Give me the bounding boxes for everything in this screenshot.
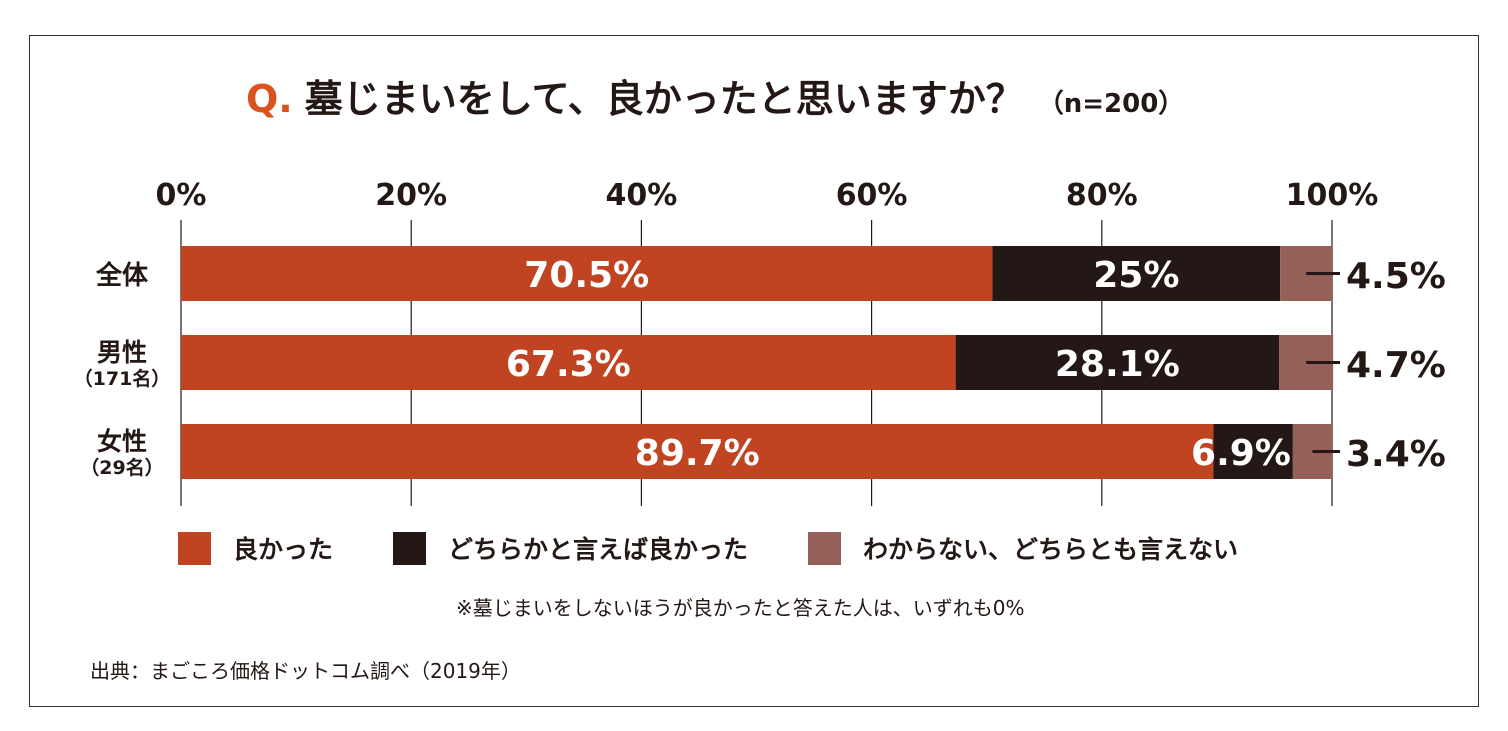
x-tick-label: 80% — [1066, 178, 1138, 213]
legend-swatch — [393, 531, 427, 565]
legend-item: どちらかと言えば良かった — [393, 530, 748, 566]
x-tick-label: 100% — [1286, 178, 1379, 213]
category-label: 男性 — [97, 338, 147, 367]
legend-label: どちらかと言えば良かった — [448, 535, 749, 564]
legend-swatch — [178, 531, 211, 565]
data-label: 3.4% — [1346, 434, 1446, 475]
data-label: 6.9% — [1191, 433, 1291, 474]
data-label: 67.3% — [506, 344, 631, 385]
bar-segment — [181, 335, 956, 390]
category-label: 女性 — [97, 427, 147, 456]
legend-item: 良かった — [178, 530, 333, 566]
data-label: 4.7% — [1346, 345, 1446, 386]
legend-label: わからない、どちらとも言えない — [863, 535, 1239, 564]
legend: 良かった どちらかと言えば良かった わからない、どちらとも言えない — [178, 530, 1298, 566]
x-tick-label: 40% — [605, 178, 677, 213]
data-label: 25% — [1093, 255, 1179, 296]
legend-swatch — [808, 531, 842, 565]
x-tick-label: 0% — [156, 178, 207, 213]
bar-segment — [955, 335, 1280, 390]
chart-title: Q. 墓じまいをして、良かったと思いますか？ （n=200） — [246, 68, 1184, 123]
category-sublabel: （171名） — [74, 367, 171, 390]
title-n: （n=200） — [1037, 89, 1185, 119]
legend-label: 良かった — [233, 535, 334, 564]
bar-segment — [181, 424, 1214, 479]
data-label: 70.5% — [524, 255, 649, 296]
category-label: 全体 — [95, 260, 149, 291]
chart-frame — [29, 35, 1479, 707]
bar-segment — [181, 246, 993, 301]
data-label: 28.1% — [1055, 344, 1180, 385]
data-label: 4.5% — [1346, 256, 1446, 297]
category-sublabel: （29名） — [80, 456, 163, 479]
legend-item: わからない、どちらとも言えない — [808, 530, 1238, 566]
x-tick-label: 20% — [375, 178, 447, 213]
title-text: 墓じまいをして、良かったと思いますか？ — [304, 77, 1024, 121]
title-q: Q. — [246, 77, 293, 121]
data-label: 89.7% — [635, 433, 760, 474]
bar-segment — [1213, 424, 1293, 479]
footnote: ※墓じまいをしないほうが良かったと答えた人は、いずれも0% — [456, 596, 1025, 620]
bar-segment — [992, 246, 1281, 301]
source: 出典：まごころ価格ドットコム調べ（2019年） — [90, 659, 521, 683]
x-tick-label: 60% — [836, 178, 908, 213]
